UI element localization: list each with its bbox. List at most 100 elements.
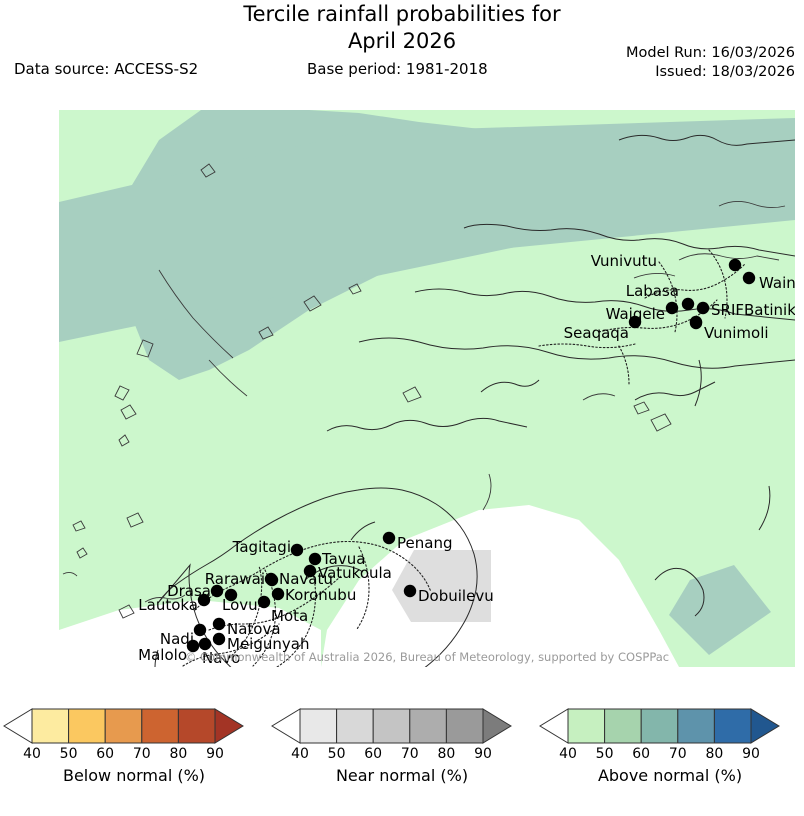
station-label: Batinikama	[744, 301, 795, 319]
legend-cell	[713, 708, 752, 744]
coastlines	[62, 134, 795, 667]
legend-cell	[336, 708, 374, 744]
station-label: Navo	[202, 649, 240, 667]
station-dot[interactable]	[265, 573, 279, 587]
station-dot[interactable]	[198, 637, 212, 651]
legend-under-arrow	[3, 708, 33, 744]
station-dot[interactable]	[186, 639, 200, 653]
legend-tick-label: 50	[327, 746, 346, 762]
legend-caption-near: Near normal (%)	[335, 766, 469, 785]
near-normal-50-region	[392, 550, 491, 622]
below-40-white-region-west	[59, 600, 321, 667]
station-label: Vunivutu	[591, 252, 657, 270]
legend-cell	[640, 708, 679, 744]
above-normal-50-region-islet	[669, 565, 771, 655]
legend-panel: 40 50 60 70 80 90 Below normal (%) 40 50 60 70 80…	[0, 695, 804, 805]
legend-bar-below[interactable]	[0, 703, 268, 749]
station-dot[interactable]	[696, 301, 710, 315]
station-dot[interactable]	[212, 617, 226, 631]
legend-ticks-near: 40 50 60 70 80 90	[268, 745, 536, 765]
legend-tick-label: 80	[705, 746, 724, 762]
legend-tick-label: 60	[96, 746, 115, 762]
legend-over-arrow	[214, 708, 244, 744]
station-label: Tavua	[321, 550, 365, 568]
legend-over-arrow	[482, 708, 512, 744]
legend-cell	[372, 708, 411, 744]
map-panel[interactable]: Vunivutu Wainikoro Labasa Waiqele SRIFBatini…	[59, 110, 795, 667]
legend-tick-label: 90	[742, 746, 760, 762]
legend-tick-label: 80	[169, 746, 188, 762]
station-label: Malolo	[138, 646, 187, 664]
station-dot[interactable]	[665, 301, 679, 315]
legend-tick-label: 40	[291, 746, 309, 762]
district-boundaries	[182, 249, 746, 667]
below-40-white-region	[321, 505, 679, 667]
station-label: Lautoka	[138, 596, 198, 614]
legend-bar-above[interactable]	[536, 703, 804, 749]
legend-under-arrow	[539, 708, 569, 744]
issued-label: Issued: 18/03/2026	[655, 64, 795, 80]
station-label: Navatu	[279, 570, 333, 588]
station-dot[interactable]	[271, 587, 285, 601]
legend-ticks-above: 40 50 60 70 80 90	[536, 745, 804, 765]
legend-cell	[141, 708, 179, 744]
page-title: Tercile rainfall probabilities for April…	[243, 2, 561, 53]
station-label: Koronubu	[285, 586, 356, 604]
station-dot[interactable]	[689, 316, 703, 330]
station-label: Labasa	[626, 282, 679, 300]
station-dot[interactable]	[193, 623, 207, 637]
station-label: Dobuilevu	[418, 587, 494, 605]
legend-near-normal: 40 50 60 70 80 90 Near normal (%)	[268, 695, 536, 805]
legend-tick-label: 50	[595, 746, 614, 762]
station-label: Rarawai	[205, 570, 265, 588]
model-run-label: Model Run: 16/03/2026	[625, 45, 795, 61]
station-dot[interactable]	[210, 584, 224, 598]
station-dot[interactable]	[212, 632, 226, 646]
station-dot[interactable]	[290, 543, 304, 557]
base-period-label: Base period: 1981-2018	[307, 60, 488, 78]
station-label: Wainikoro	[759, 274, 795, 292]
legend-tick-label: 40	[23, 746, 41, 762]
station-dot[interactable]	[628, 315, 642, 329]
legend-tick-label: 70	[668, 746, 687, 762]
station-dot[interactable]	[403, 584, 417, 598]
station-label: Meigunyah	[227, 635, 309, 653]
legend-tick-label: 70	[400, 746, 419, 762]
data-source-label: Data source: ACCESS-S2	[14, 60, 199, 78]
station-dot[interactable]	[382, 531, 396, 545]
legend-cell	[567, 708, 606, 744]
station-dot[interactable]	[728, 258, 742, 272]
station-dot[interactable]	[197, 593, 211, 607]
legend-cell	[299, 708, 338, 744]
station-dot[interactable]	[257, 595, 271, 609]
legend-above-normal: 40 50 60 70 80 90 Above normal (%)	[536, 695, 804, 805]
legend-tick-label: 90	[206, 746, 224, 762]
legend-cell	[445, 708, 484, 744]
station-dot[interactable]	[224, 588, 238, 602]
legend-cell	[68, 708, 106, 744]
legend-over-arrow	[750, 708, 780, 744]
legend-cell	[409, 708, 447, 744]
station-label: Waiqele	[606, 305, 665, 323]
legend-below-normal: 40 50 60 70 80 90 Below normal (%)	[0, 695, 268, 805]
station-label: Tagitagi	[232, 538, 291, 556]
station-dot[interactable]	[681, 297, 695, 311]
legend-under-arrow	[271, 708, 301, 744]
legend-tick-label: 90	[474, 746, 492, 762]
station-label: Seaqaqa	[564, 324, 629, 342]
station-dot[interactable]	[303, 564, 317, 578]
station-label: Mota	[271, 607, 308, 625]
header: Tercile rainfall probabilities for April…	[0, 0, 804, 108]
legend-bar-near[interactable]	[268, 703, 536, 749]
station-label: SRIF	[711, 301, 744, 319]
legend-tick-label: 60	[632, 746, 651, 762]
legend-ticks-below: 40 50 60 70 80 90	[0, 745, 268, 765]
station-dot[interactable]	[308, 552, 322, 566]
run-info: Model Run: 16/03/2026 Issued: 18/03/2026	[626, 44, 795, 82]
station-label: Vunimoli	[704, 324, 769, 342]
legend-cell	[604, 708, 642, 744]
legend-caption-above: Above normal (%)	[597, 766, 743, 785]
station-label: Vatukoula	[318, 564, 392, 582]
station-dot[interactable]	[742, 271, 756, 285]
station-label: Nadi	[160, 630, 194, 648]
